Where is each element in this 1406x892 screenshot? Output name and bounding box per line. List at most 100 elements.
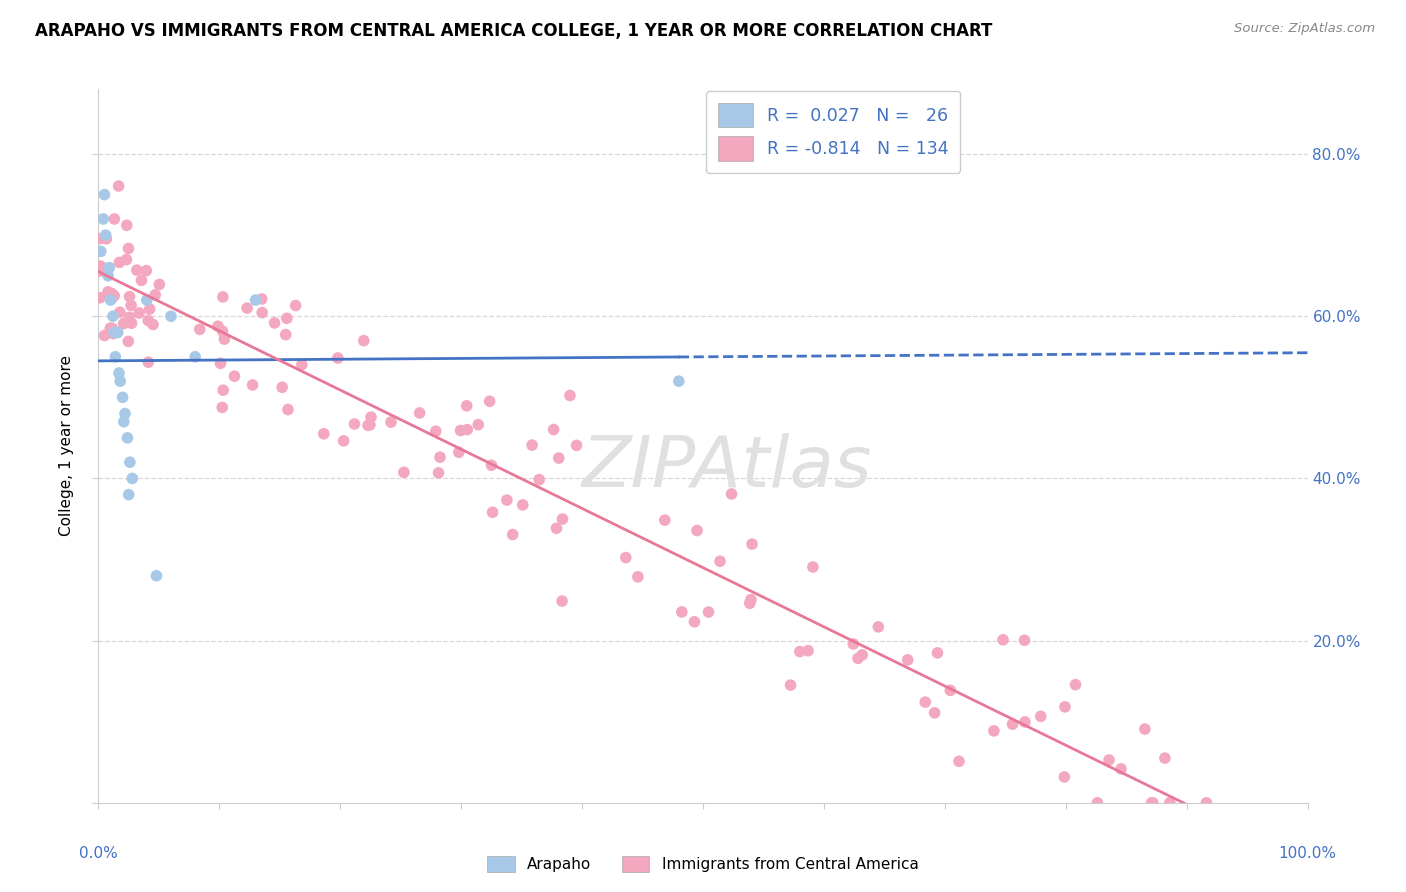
Point (101, 291, 124, 305)
Text: ARAPAHO VS IMMIGRANTS FROM CENTRAL AMERICA COLLEGE, 1 YEAR OR MORE CORRELATION C: ARAPAHO VS IMMIGRANTS FROM CENTRAL AMERI… (35, 22, 993, 40)
Point (107, 179, 129, 194)
Point (720, 487, 742, 501)
Point (740, 592, 762, 607)
Point (1109, 762, 1132, 776)
Point (654, 513, 676, 527)
Point (284, 299, 307, 313)
Point (108, 374, 131, 388)
Point (565, 438, 588, 452)
Point (89, 259, 111, 273)
Point (842, 637, 865, 651)
Point (209, 356, 232, 370)
Point (135, 263, 157, 277)
Point (1014, 633, 1036, 648)
Point (103, 289, 125, 303)
Point (128, 306, 150, 320)
Point (245, 293, 267, 307)
Legend: Arapaho, Immigrants from Central America: Arapaho, Immigrants from Central America (479, 848, 927, 880)
Point (1195, 796, 1218, 810)
Point (108, 366, 131, 380)
Point (456, 399, 478, 413)
Text: 0.0%: 0.0% (79, 846, 118, 861)
Point (551, 512, 574, 526)
Point (211, 401, 233, 415)
Point (948, 755, 970, 769)
Point (101, 286, 124, 301)
Point (983, 723, 1005, 738)
Point (103, 326, 125, 340)
Point (212, 383, 235, 397)
Point (709, 554, 731, 568)
Text: 100.0%: 100.0% (1278, 846, 1337, 861)
Point (143, 288, 166, 302)
Text: ZIPAtlas: ZIPAtlas (582, 433, 873, 502)
Point (1140, 796, 1163, 810)
Point (1064, 678, 1087, 692)
Point (114, 407, 136, 421)
Point (188, 322, 211, 336)
Point (148, 277, 170, 292)
Point (686, 524, 709, 538)
Point (1029, 709, 1052, 723)
Point (214, 332, 236, 346)
Point (481, 458, 503, 473)
Point (118, 455, 141, 469)
Point (93, 328, 115, 343)
Point (447, 445, 470, 459)
Point (136, 313, 159, 327)
Point (145, 568, 167, 582)
Point (111, 390, 134, 404)
Point (121, 471, 143, 485)
Point (236, 301, 259, 315)
Point (1142, 796, 1164, 810)
Point (924, 706, 946, 720)
Point (184, 350, 207, 364)
Point (343, 417, 366, 431)
Point (427, 466, 450, 480)
Point (103, 326, 125, 341)
Point (357, 418, 380, 433)
Point (118, 488, 141, 502)
Point (271, 380, 294, 394)
Point (1154, 751, 1177, 765)
Point (108, 255, 131, 269)
Point (312, 426, 335, 441)
Point (107, 326, 129, 340)
Point (543, 423, 565, 437)
Point (274, 327, 297, 342)
Point (551, 594, 574, 608)
Point (101, 321, 124, 335)
Point (927, 646, 949, 660)
Point (96, 232, 118, 246)
Point (738, 596, 761, 610)
Point (478, 394, 501, 409)
Point (991, 632, 1014, 647)
Point (429, 450, 451, 465)
Point (332, 434, 354, 448)
Point (276, 311, 298, 326)
Point (939, 683, 962, 698)
Point (558, 388, 581, 402)
Point (380, 415, 402, 429)
Point (112, 415, 135, 429)
Point (291, 358, 314, 372)
Y-axis label: College, 1 year or more: College, 1 year or more (59, 356, 75, 536)
Point (242, 378, 264, 392)
Point (89, 291, 111, 305)
Point (97, 268, 120, 283)
Point (263, 316, 285, 330)
Point (627, 570, 650, 584)
Point (668, 374, 690, 388)
Point (496, 493, 519, 508)
Point (797, 643, 820, 657)
Point (142, 318, 165, 332)
Point (520, 438, 543, 452)
Point (408, 406, 430, 420)
Point (117, 242, 139, 256)
Point (897, 653, 920, 667)
Point (250, 292, 273, 306)
Point (93, 187, 115, 202)
Point (467, 417, 489, 432)
Point (801, 560, 824, 574)
Point (94, 228, 117, 243)
